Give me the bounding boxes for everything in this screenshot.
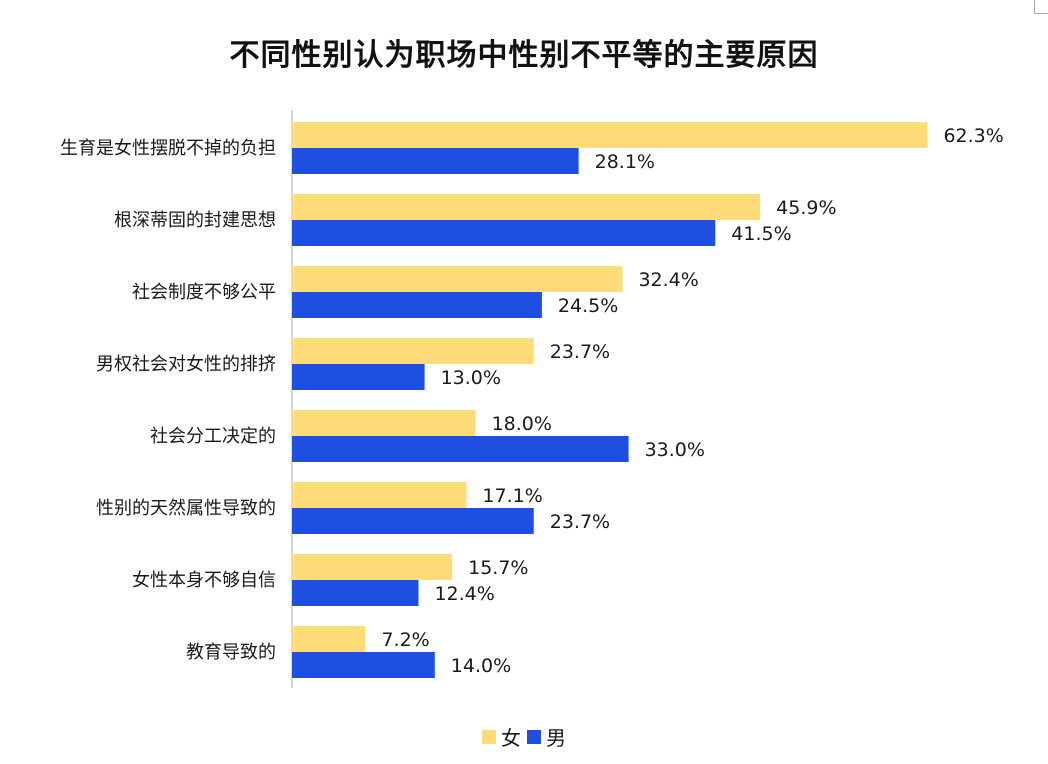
bar-s0-c6 [292, 554, 453, 580]
value-label-s0-c7: 7.2% [381, 629, 429, 651]
legend-item-1: 男 [527, 722, 566, 751]
bar-s1-c7 [292, 652, 435, 678]
legend-swatch-1 [527, 729, 541, 744]
value-label-s0-c4: 18.0% [492, 413, 552, 435]
bar-s1-c6 [292, 580, 419, 606]
bar-s1-c5 [292, 508, 534, 534]
bar-s1-c1 [292, 220, 716, 246]
value-label-s1-c5: 23.7% [550, 511, 610, 533]
value-label-s0-c0: 62.3% [943, 125, 1003, 147]
bar-s0-c1 [292, 194, 761, 220]
category-label-7: 教育导致的 [186, 642, 276, 663]
bar-s0-c5 [292, 482, 467, 508]
category-label-3: 男权社会对女性的排挤 [96, 354, 276, 375]
bar-s0-c0 [292, 122, 928, 148]
legend-swatch-0 [482, 729, 496, 744]
value-label-s1-c0: 28.1% [595, 151, 655, 173]
value-label-s1-c2: 24.5% [558, 295, 618, 317]
bar-s0-c7 [292, 626, 366, 652]
bars-layer [292, 122, 928, 678]
bar-s1-c2 [292, 292, 542, 318]
bar-s1-c4 [292, 436, 629, 462]
value-label-s0-c6: 15.7% [468, 557, 528, 579]
value-label-s0-c3: 23.7% [550, 341, 610, 363]
category-label-4: 社会分工决定的 [150, 426, 276, 447]
legend-item-0: 女 [482, 722, 521, 751]
bar-s1-c3 [292, 364, 425, 390]
value-label-s0-c2: 32.4% [638, 269, 698, 291]
corner-mark [1034, 0, 1048, 14]
category-label-2: 社会制度不够公平 [132, 282, 276, 303]
value-label-s1-c7: 14.0% [451, 655, 511, 677]
legend-label-1: 男 [546, 726, 566, 750]
chart-title: 不同性别认为职场中性别不平等的主要原因 [229, 38, 819, 73]
value-label-s0-c1: 45.9% [776, 197, 836, 219]
category-label-6: 女性本身不够自信 [132, 570, 276, 591]
value-label-s1-c3: 13.0% [441, 367, 501, 389]
legend-label-0: 女 [501, 726, 521, 750]
value-label-s1-c1: 41.5% [731, 223, 791, 245]
value-label-s1-c4: 33.0% [645, 439, 705, 461]
labels-layer: 生育是女性摆脱不掉的负担 62.3% 28.1% 根深蒂固的封建思想 45.9% 41.5… [60, 125, 1004, 677]
bar-s0-c4 [292, 410, 476, 436]
bar-s0-c3 [292, 338, 534, 364]
value-label-s0-c5: 17.1% [482, 485, 542, 507]
value-label-s1-c6: 12.4% [434, 583, 494, 605]
category-label-1: 根深蒂固的封建思想 [114, 210, 276, 231]
bar-s1-c0 [292, 148, 579, 174]
category-label-5: 性别的天然属性导致的 [96, 498, 276, 519]
legend: 女男 [0, 722, 1048, 751]
category-label-0: 生育是女性摆脱不掉的负担 [60, 138, 276, 159]
bar-s0-c2 [292, 266, 623, 292]
